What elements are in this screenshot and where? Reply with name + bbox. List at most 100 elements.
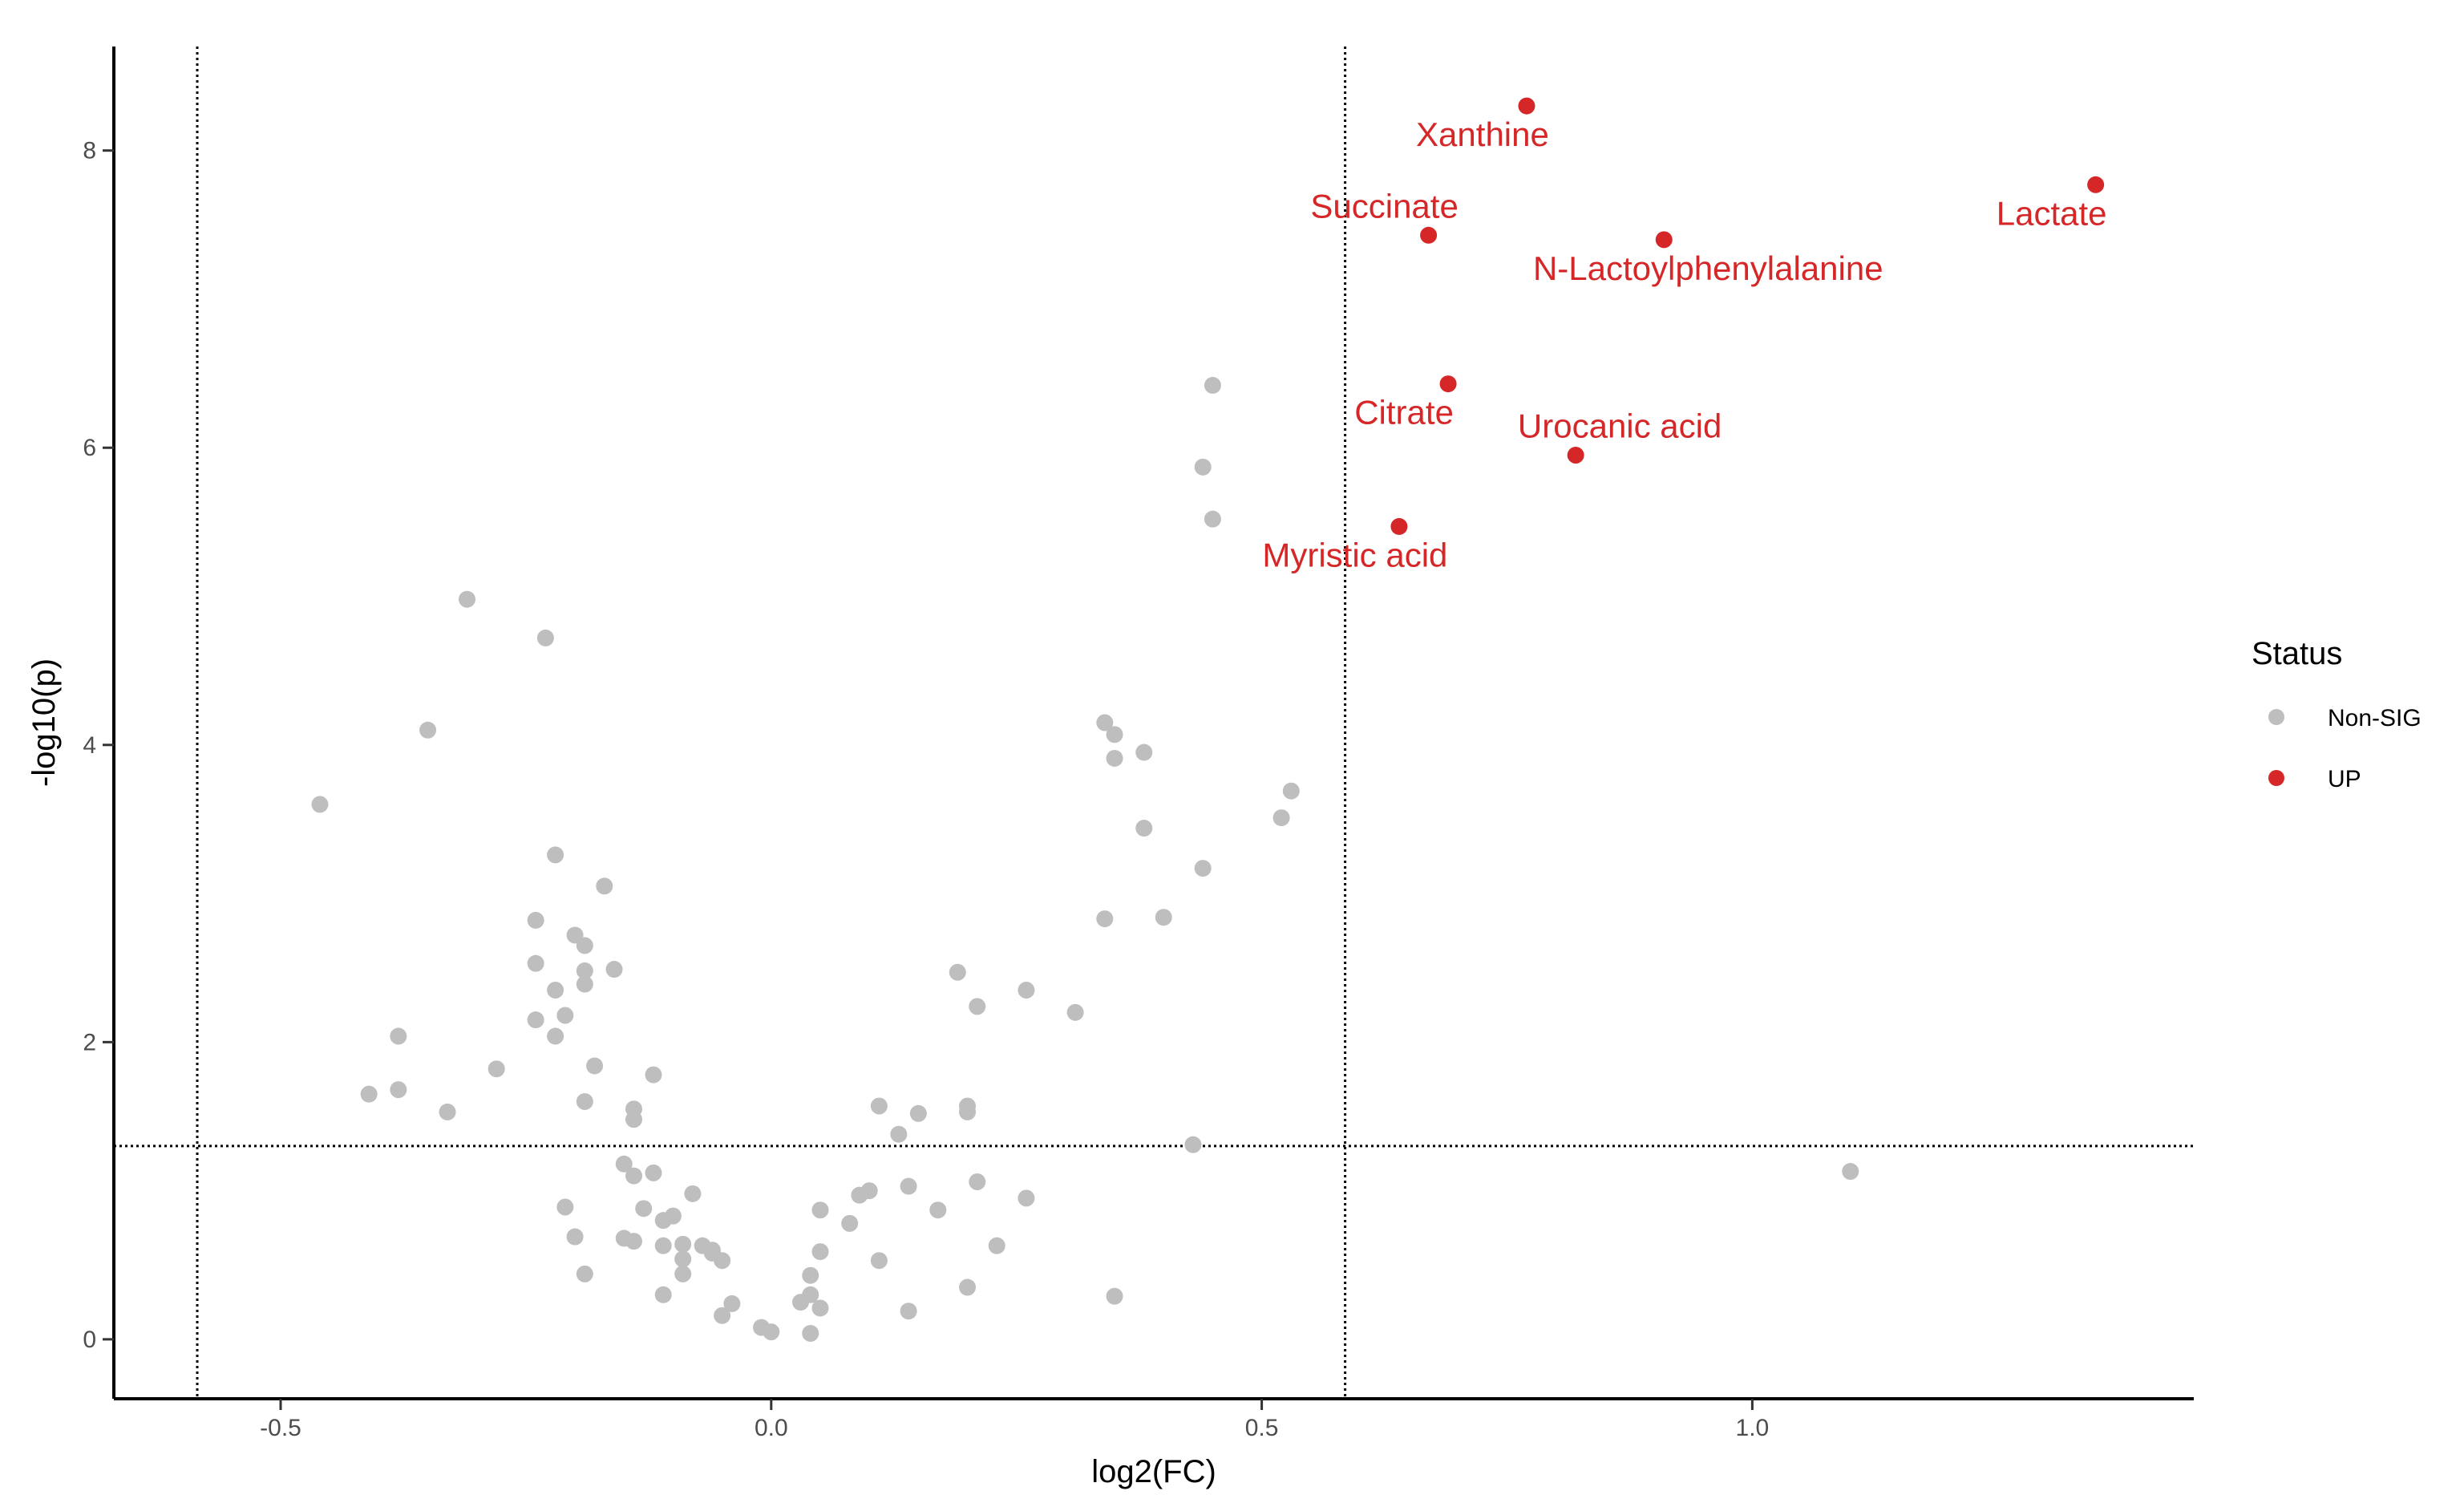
non-sig-point — [1155, 909, 1172, 926]
threshold-lines — [114, 47, 2194, 1399]
data-points — [311, 97, 2105, 1342]
non-sig-point — [547, 1027, 564, 1045]
non-sig-point — [900, 1177, 917, 1195]
non-sig-point — [1282, 782, 1300, 800]
non-sig-point — [1096, 714, 1114, 731]
non-sig-point — [576, 962, 593, 979]
non-sig-point — [576, 975, 593, 993]
non-sig-point — [1204, 510, 1221, 528]
non-sig-point — [811, 1243, 829, 1261]
non-sig-point — [527, 911, 544, 929]
non-sig-point — [1204, 376, 1221, 394]
non-sig-point — [625, 1167, 642, 1185]
non-sig-point — [527, 1011, 544, 1029]
non-sig-point — [566, 1228, 584, 1246]
non-sig-point — [1096, 910, 1114, 928]
non-sig-point — [890, 1125, 908, 1143]
non-sig-point — [802, 1324, 819, 1342]
non-sig-point — [949, 963, 966, 981]
y-tick-label: 6 — [83, 435, 96, 461]
up-point — [1439, 375, 1457, 393]
non-sig-point — [763, 1323, 780, 1341]
non-sig-point — [802, 1266, 819, 1284]
non-sig-point — [1194, 860, 1212, 877]
up-point — [1390, 517, 1408, 535]
non-sig-point — [635, 1200, 653, 1217]
non-sig-point — [674, 1235, 692, 1253]
x-tick-label: 0.0 — [755, 1415, 788, 1441]
non-sig-point — [802, 1286, 819, 1303]
non-sig-point — [684, 1185, 702, 1202]
non-sig-point — [1018, 981, 1035, 999]
x-tick-label: -0.5 — [260, 1415, 301, 1441]
non-sig-point — [959, 1278, 977, 1296]
non-sig-point — [645, 1164, 662, 1181]
non-sig-point — [811, 1299, 829, 1317]
point-label: Lactate — [1997, 194, 2107, 232]
non-sig-point — [625, 1233, 642, 1250]
point-label: N-Lactoylphenylalanine — [1533, 249, 1883, 287]
non-sig-point — [988, 1237, 1005, 1254]
x-tick-label: 1.0 — [1736, 1415, 1770, 1441]
non-sig-point — [969, 998, 986, 1015]
non-sig-point — [556, 1007, 574, 1024]
non-sig-point — [615, 1155, 633, 1173]
non-sig-point — [1842, 1163, 1859, 1181]
non-sig-point — [1194, 458, 1212, 476]
up-point — [1567, 447, 1584, 464]
non-sig-point — [870, 1252, 888, 1270]
non-sig-point — [841, 1214, 859, 1232]
non-sig-point — [576, 937, 593, 954]
non-sig-point — [1066, 1003, 1084, 1021]
non-sig-point — [1018, 1189, 1035, 1207]
non-sig-point — [439, 1103, 456, 1120]
non-sig-point — [674, 1250, 692, 1268]
non-sig-point — [909, 1104, 927, 1122]
legend-title: Status — [2252, 636, 2342, 671]
non-sig-point — [929, 1201, 947, 1219]
point-label: Xanthine — [1416, 115, 1549, 153]
non-sig-point — [645, 1066, 662, 1084]
non-sig-point — [1135, 820, 1153, 837]
y-tick-label: 2 — [83, 1029, 96, 1055]
y-tick-label: 0 — [83, 1327, 96, 1353]
non-sig-point — [576, 1092, 593, 1110]
x-axis-title: log2(FC) — [1091, 1454, 1216, 1489]
x-axis-ticks: -0.5 0.0 0.5 1.0 — [260, 1399, 1769, 1441]
non-sig-point — [458, 590, 475, 608]
non-sig-point — [654, 1237, 672, 1254]
legend-key-up — [2268, 770, 2284, 786]
non-sig-point — [1184, 1136, 1202, 1153]
non-sig-point — [605, 961, 623, 978]
non-sig-point — [536, 629, 554, 646]
non-sig-point — [1135, 743, 1153, 761]
up-point — [2087, 176, 2105, 193]
non-sig-point — [488, 1060, 505, 1078]
non-sig-point — [547, 846, 564, 864]
non-sig-point — [419, 721, 437, 739]
non-sig-point — [576, 1265, 593, 1282]
non-sig-point — [654, 1286, 672, 1303]
non-sig-point — [586, 1057, 604, 1075]
point-label: Myristic acid — [1262, 536, 1447, 573]
non-sig-point — [596, 877, 613, 895]
legend-label-up: UP — [2328, 766, 2361, 792]
y-tick-label: 4 — [83, 732, 96, 759]
non-sig-point — [664, 1207, 682, 1225]
non-sig-point — [1106, 749, 1123, 767]
non-sig-point — [527, 954, 544, 972]
legend-key-non-sig — [2268, 709, 2284, 725]
non-sig-point — [714, 1307, 731, 1324]
up-point — [1420, 226, 1438, 244]
legend: Status Non-SIG UP — [2252, 636, 2422, 792]
y-axis-ticks: 0 2 4 6 8 — [83, 138, 114, 1353]
axes: -0.5 0.0 0.5 1.0 0 2 4 6 8 log2(FC) -log10(p) — [26, 47, 2194, 1489]
non-sig-point — [547, 981, 564, 999]
non-sig-point — [360, 1085, 378, 1103]
non-sig-point — [714, 1252, 731, 1270]
non-sig-point — [674, 1265, 692, 1282]
point-labels: Xanthine Succinate N-Lactoylphenylalanine L… — [1262, 115, 2106, 573]
up-point — [1518, 97, 1535, 115]
up-point — [1655, 231, 1673, 249]
